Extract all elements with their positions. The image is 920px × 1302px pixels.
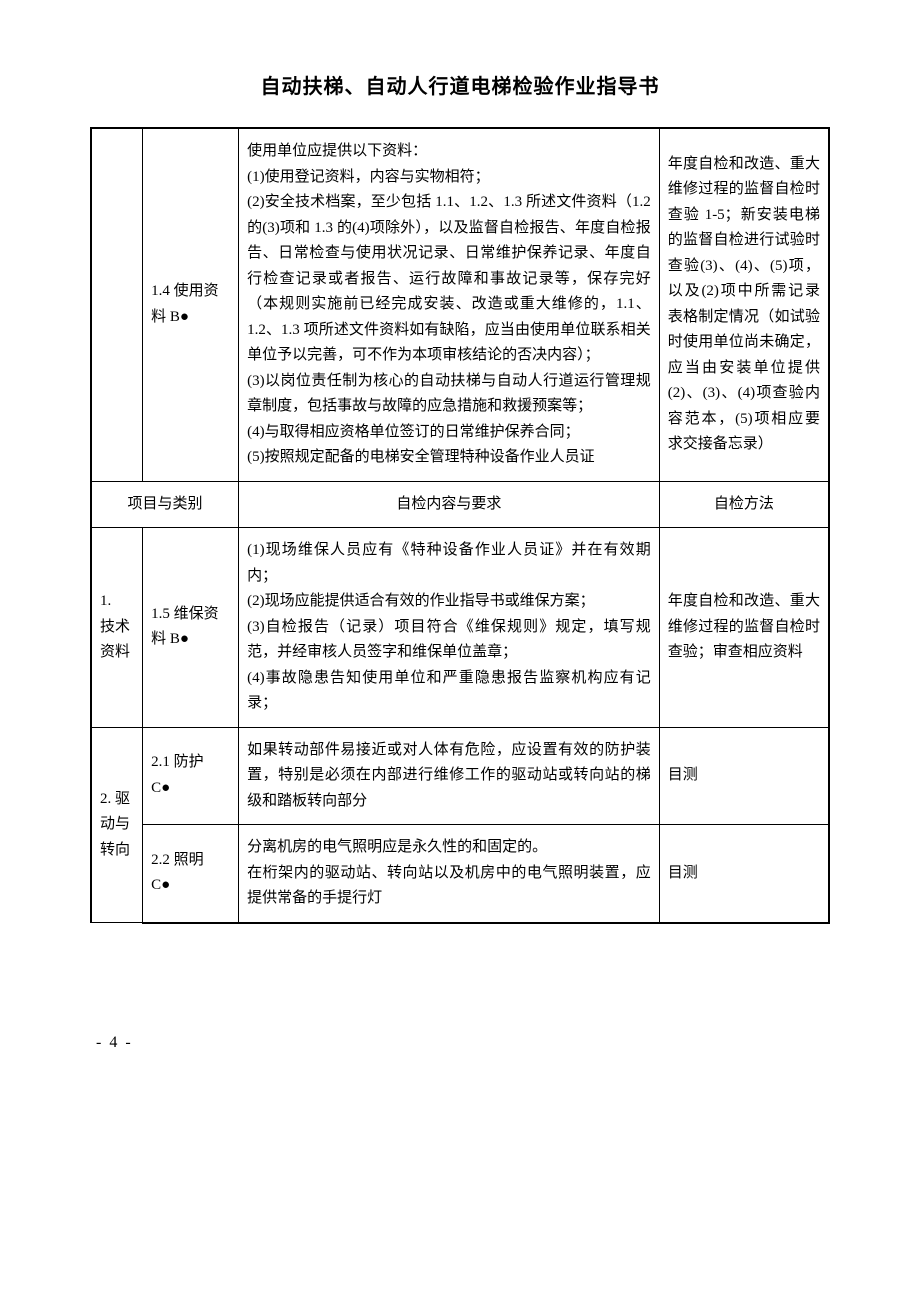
header-content: 自检内容与要求 <box>239 481 660 528</box>
method-cell: 目测 <box>659 825 829 923</box>
table-row: 1.4 使用资料 B● 使用单位应提供以下资料：(1)使用登记资料，内容与实物相… <box>91 128 829 481</box>
content-cell: 如果转动部件易接近或对人体有危险，应设置有效的防护装置，特别是必须在内部进行维修… <box>239 727 660 825</box>
category-cell: 2. 驱动与转向 <box>91 727 143 923</box>
content-cell: (1)现场维保人员应有《特种设备作业人员证》并在有效期内；(2)现场应能提供适合… <box>239 528 660 728</box>
method-cell: 年度自检和改造、重大维修过程的监督自检时查验；审查相应资料 <box>659 528 829 728</box>
item-cell: 1.5 维保资料 B● <box>143 528 239 728</box>
table-header-row: 项目与类别 自检内容与要求 自检方法 <box>91 481 829 528</box>
method-cell: 年度自检和改造、重大维修过程的监督自检时查验 1-5；新安装电梯的监督自检进行试… <box>659 128 829 481</box>
item-cell: 1.4 使用资料 B● <box>143 128 239 481</box>
category-cell: 1.技术资料 <box>91 528 143 728</box>
item-cell: 2.1 防护C● <box>143 727 239 825</box>
content-cell: 分离机房的电气照明应是永久性的和固定的。在桁架内的驱动站、转向站以及机房中的电气… <box>239 825 660 923</box>
item-cell: 2.2 照明C● <box>143 825 239 923</box>
table-row: 2. 驱动与转向 2.1 防护C● 如果转动部件易接近或对人体有危险，应设置有效… <box>91 727 829 825</box>
header-method: 自检方法 <box>659 481 829 528</box>
content-cell: 使用单位应提供以下资料：(1)使用登记资料，内容与实物相符；(2)安全技术档案，… <box>239 128 660 481</box>
header-project: 项目与类别 <box>91 481 239 528</box>
table-row: 2.2 照明C● 分离机房的电气照明应是永久性的和固定的。在桁架内的驱动站、转向… <box>91 825 829 923</box>
method-cell: 目测 <box>659 727 829 825</box>
table-row: 1.技术资料 1.5 维保资料 B● (1)现场维保人员应有《特种设备作业人员证… <box>91 528 829 728</box>
inspection-table: 1.4 使用资料 B● 使用单位应提供以下资料：(1)使用登记资料，内容与实物相… <box>90 127 830 924</box>
page-number: - 4 - <box>96 1034 830 1052</box>
page-title: 自动扶梯、自动人行道电梯检验作业指导书 <box>90 70 830 99</box>
